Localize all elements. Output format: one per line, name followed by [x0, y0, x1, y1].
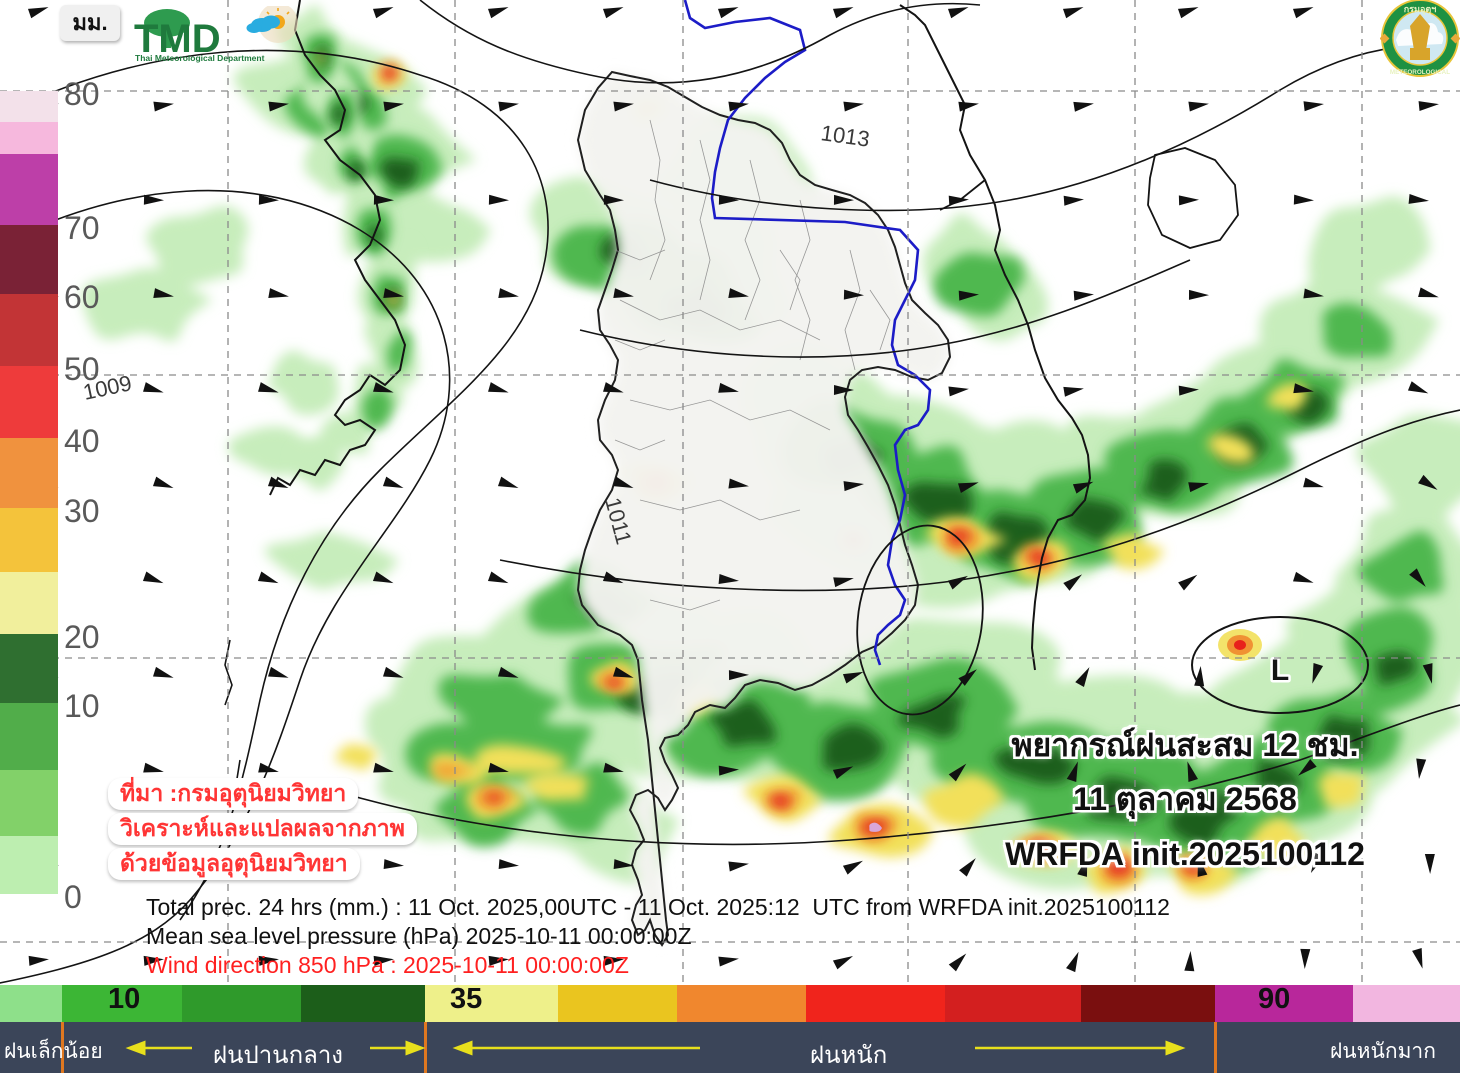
svg-text:Thai Meteorological Department: Thai Meteorological Department: [135, 53, 265, 63]
svg-text:L: L: [1271, 654, 1289, 687]
svg-text:กรมอุตุฯ: กรมอุตุฯ: [1404, 4, 1437, 15]
svg-text:1011: 1011: [600, 495, 636, 547]
svg-text:1013: 1013: [819, 120, 871, 152]
svg-text:METEOROLOGICAL: METEOROLOGICAL: [1390, 69, 1450, 76]
